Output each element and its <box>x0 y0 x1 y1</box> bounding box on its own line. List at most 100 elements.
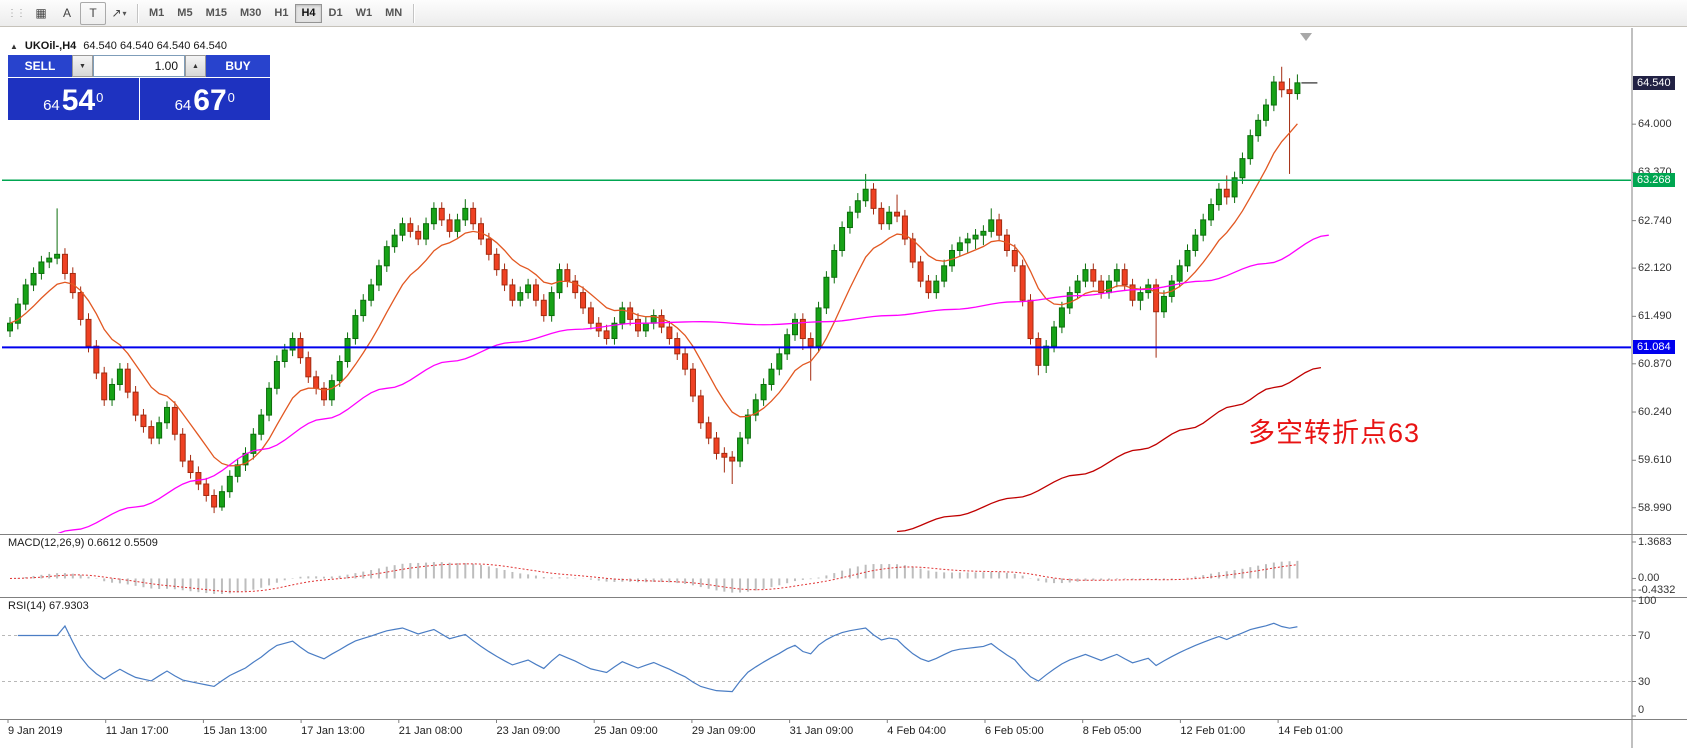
rsi-axis-tick: 30 <box>1638 675 1651 688</box>
timeframe-button-m5[interactable]: M5 <box>177 7 193 19</box>
chart-area[interactable]: ▲ UKOil-,H4 64.540 64.540 64.540 64.540 … <box>0 28 1687 748</box>
text-box-icon[interactable]: T <box>80 1 106 25</box>
price-axis-tick: 62.120 <box>1638 262 1672 275</box>
candle-body <box>831 249 838 278</box>
candle-body <box>454 219 461 232</box>
candle-body <box>674 338 681 355</box>
time-axis-label: 15 Jan 13:00 <box>203 725 268 737</box>
time-axis-label: 6 Feb 05:00 <box>985 725 1044 737</box>
ma-slow-line <box>896 366 1322 533</box>
sell-price-display[interactable]: 64 54 0 <box>8 78 139 120</box>
candle-body <box>140 414 147 428</box>
price-chart-svg[interactable] <box>0 28 1687 748</box>
bid-price-head: 64 <box>43 97 60 114</box>
timeframe-button-m15[interactable]: M15 <box>205 7 227 19</box>
time-axis-label: 11 Jan 17:00 <box>105 725 169 737</box>
candle-body <box>1184 249 1191 267</box>
candle-body <box>1035 338 1042 366</box>
candle-body <box>156 422 163 439</box>
candle-body <box>839 227 846 251</box>
candle-body <box>1263 104 1269 121</box>
toolbar-drag-handle[interactable]: ⋮⋮ <box>7 7 26 19</box>
candle-body <box>1270 81 1277 106</box>
text-label-icon[interactable]: A <box>62 6 71 20</box>
ask-price-sup: 0 <box>227 90 235 105</box>
candle-body <box>525 284 532 294</box>
macd-axis-tick: 1.3683 <box>1638 536 1672 548</box>
candle-body <box>548 292 555 317</box>
candle-body <box>69 272 76 294</box>
candle-body <box>1231 177 1238 198</box>
rsi-line <box>17 622 1298 693</box>
volume-decrease-button[interactable]: ▼ <box>72 55 93 77</box>
candle-body <box>195 472 202 485</box>
candle-body <box>799 318 806 340</box>
price-axis-tick: 59.610 <box>1638 454 1672 467</box>
buy-button[interactable]: BUY <box>206 55 270 77</box>
candle-body <box>14 303 21 324</box>
candle-body <box>289 338 296 351</box>
candle-body <box>862 188 869 202</box>
timeframe-button-h4[interactable]: H4 <box>295 3 322 23</box>
timeframe-button-h1[interactable]: H1 <box>274 7 289 19</box>
sell-button[interactable]: SELL <box>8 55 72 77</box>
chart-shift-marker[interactable] <box>1300 33 1312 41</box>
candle-body <box>752 399 759 416</box>
rsi-axis-tick: 0 <box>1638 704 1645 716</box>
candle-body <box>1019 265 1026 301</box>
candle-body <box>187 460 194 474</box>
candle-body <box>22 284 29 305</box>
time-axis-label: 23 Jan 09:00 <box>496 725 561 737</box>
candles-layer <box>7 66 1329 533</box>
candle-body <box>344 338 351 363</box>
volume-input[interactable]: 1.00 <box>93 55 185 77</box>
candle-body <box>313 376 320 389</box>
arrow-tool-icon: ↗ <box>111 6 122 20</box>
candle-body <box>933 280 940 294</box>
candle-body <box>1074 280 1081 294</box>
candle-body <box>1043 345 1050 366</box>
candle-body <box>917 261 924 282</box>
volume-increase-button[interactable]: ▲ <box>185 55 206 77</box>
timeframe-button-w1[interactable]: W1 <box>355 7 373 19</box>
rsi-indicator-label: RSI(14) 67.9303 <box>8 600 89 612</box>
timeframe-button-group: M1 M5 M15 M30 H1 H4 D1 W1 MN <box>143 3 408 23</box>
candle-body <box>1090 269 1097 282</box>
candle-body <box>234 464 241 477</box>
candle-body <box>258 414 265 435</box>
candle-body <box>964 238 971 244</box>
timeframe-button-m30[interactable]: M30 <box>239 7 262 19</box>
candle-body <box>132 391 139 416</box>
candle-body <box>501 269 508 286</box>
candle-body <box>375 265 382 286</box>
price-axis-tick: 60.870 <box>1638 357 1672 370</box>
candle-body <box>1129 284 1136 301</box>
candle-body <box>1160 295 1167 313</box>
buy-price-display[interactable]: 64 67 0 <box>139 78 270 120</box>
bid-price-sup: 0 <box>96 90 104 105</box>
macd-signal-line <box>9 563 1298 593</box>
arrow-tool-dropdown[interactable]: ↗ ▾ <box>106 2 132 25</box>
candle-body <box>368 284 375 301</box>
price-tag-63.268: 63.268 <box>1633 173 1675 188</box>
candle-body <box>925 280 932 294</box>
chart-annotation-text[interactable]: 多空转折点63 <box>1248 418 1421 448</box>
candle-body <box>1200 219 1207 236</box>
rsi-value: 67.9303 <box>48 600 89 612</box>
candle-body <box>85 318 92 347</box>
candle-body <box>580 292 587 309</box>
candle-body <box>1058 307 1065 328</box>
candle-body <box>164 406 170 424</box>
ask-price-head: 64 <box>174 97 192 114</box>
timeframe-button-d1[interactable]: D1 <box>328 7 343 19</box>
timeframe-button-mn[interactable]: MN <box>385 7 403 19</box>
macd-layer <box>9 560 1299 594</box>
candle-body <box>423 223 430 240</box>
rsi-axis-tick: 100 <box>1638 595 1657 607</box>
crosshair-grid-icon[interactable]: ▦ <box>35 6 47 20</box>
timeframe-button-m1[interactable]: M1 <box>149 7 165 19</box>
time-axis-label: 9 Jan 2019 <box>8 725 63 737</box>
collapse-arrow-icon[interactable]: ▲ <box>10 41 18 51</box>
candle-body <box>729 456 736 462</box>
